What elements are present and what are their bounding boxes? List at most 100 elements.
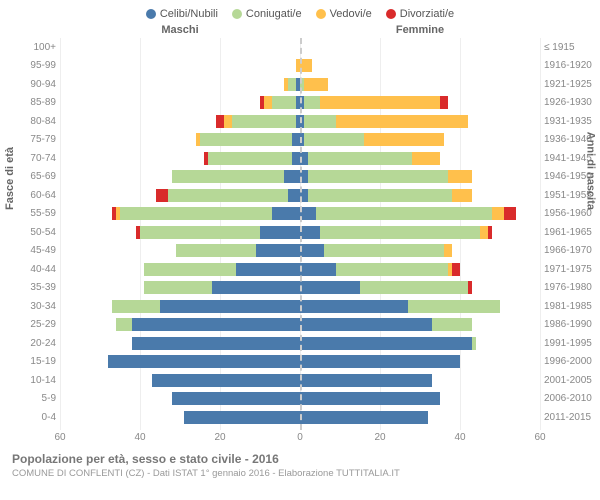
female-bar	[300, 281, 540, 294]
age-label: 95-99	[18, 60, 56, 71]
female-bar	[300, 152, 540, 165]
bar-segment	[200, 133, 292, 146]
age-label: 65-69	[18, 171, 56, 182]
bar-segment	[144, 281, 212, 294]
x-tick-label: 40	[134, 432, 145, 443]
male-bar	[60, 244, 300, 257]
bar-segment	[304, 133, 364, 146]
male-bar	[60, 152, 300, 165]
female-bar	[300, 207, 540, 220]
birth-year-label: 1926-1930	[544, 97, 596, 108]
male-bar	[60, 115, 300, 128]
female-bar	[300, 133, 540, 146]
male-bar	[60, 170, 300, 183]
bar-segment	[320, 226, 480, 239]
bar-segment	[452, 263, 460, 276]
birth-year-label: 2001-2005	[544, 375, 596, 386]
bar-segment	[288, 78, 296, 91]
age-label: 70-74	[18, 153, 56, 164]
birth-year-label: 1931-1935	[544, 116, 596, 127]
bar-segment	[336, 115, 468, 128]
female-bar	[300, 244, 540, 257]
bar-segment	[140, 226, 260, 239]
bar-segment	[120, 207, 272, 220]
chart-area: Fasce di età Anni di nascita 100+≤ 19159…	[60, 38, 540, 430]
female-bar	[300, 355, 540, 368]
x-tick-label: 60	[54, 432, 65, 443]
legend-dot	[232, 9, 242, 19]
bar-segment	[408, 300, 500, 313]
bar-segment	[264, 96, 272, 109]
legend-label: Coniugati/e	[246, 8, 302, 20]
bar-segment	[300, 392, 440, 405]
age-label: 100+	[18, 42, 56, 53]
bar-segment	[212, 281, 300, 294]
birth-year-label: 1956-1960	[544, 208, 596, 219]
bar-segment	[444, 244, 452, 257]
female-bar	[300, 263, 540, 276]
bar-segment	[492, 207, 504, 220]
bar-segment	[300, 318, 432, 331]
bar-segment	[300, 374, 432, 387]
bar-segment	[304, 96, 320, 109]
bar-segment	[504, 207, 516, 220]
female-bar	[300, 318, 540, 331]
male-bar	[60, 355, 300, 368]
birth-year-label: 1916-1920	[544, 60, 596, 71]
bar-segment	[472, 337, 476, 350]
birth-year-label: 2011-2015	[544, 412, 596, 423]
bar-segment	[156, 189, 168, 202]
female-bar	[300, 115, 540, 128]
bar-segment	[300, 337, 472, 350]
x-tick-label: 40	[454, 432, 465, 443]
legend-item: Celibi/Nubili	[146, 8, 218, 20]
bar-segment	[468, 281, 472, 294]
male-bar	[60, 392, 300, 405]
bar-segment	[112, 300, 160, 313]
bar-segment	[132, 318, 300, 331]
bar-segment	[172, 392, 300, 405]
bar-segment	[488, 226, 492, 239]
male-bar	[60, 374, 300, 387]
legend: Celibi/NubiliConiugati/eVedovi/eDivorzia…	[0, 0, 600, 24]
birth-year-label: 1991-1995	[544, 338, 596, 349]
bar-segment	[300, 226, 320, 239]
male-bar	[60, 59, 300, 72]
bar-segment	[452, 189, 472, 202]
age-label: 40-44	[18, 264, 56, 275]
bar-segment	[324, 244, 444, 257]
birth-year-label: 1996-2000	[544, 356, 596, 367]
age-label: 45-49	[18, 245, 56, 256]
bar-segment	[364, 133, 444, 146]
birth-year-label: 1941-1945	[544, 153, 596, 164]
birth-year-label: 1921-1925	[544, 79, 596, 90]
bar-segment	[132, 337, 300, 350]
male-bar	[60, 263, 300, 276]
x-tick-label: 20	[374, 432, 385, 443]
female-bar	[300, 41, 540, 54]
male-bar	[60, 133, 300, 146]
bar-segment	[184, 411, 300, 424]
bar-segment	[116, 318, 132, 331]
birth-year-label: 1976-1980	[544, 282, 596, 293]
bar-segment	[284, 170, 300, 183]
male-bar	[60, 337, 300, 350]
grid-line	[540, 38, 541, 430]
bar-segment	[316, 207, 492, 220]
bar-segment	[176, 244, 256, 257]
birth-year-label: ≤ 1915	[544, 42, 596, 53]
chart-subtitle: COMUNE DI CONFLENTI (CZ) - Dati ISTAT 1°…	[12, 468, 588, 479]
age-label: 75-79	[18, 134, 56, 145]
legend-label: Vedovi/e	[330, 8, 372, 20]
birth-year-label: 2006-2010	[544, 393, 596, 404]
bar-segment	[300, 411, 428, 424]
legend-dot	[316, 9, 326, 19]
bar-segment	[260, 226, 300, 239]
age-label: 15-19	[18, 356, 56, 367]
age-label: 80-84	[18, 116, 56, 127]
bar-segment	[108, 355, 300, 368]
x-tick-label: 60	[534, 432, 545, 443]
birth-year-label: 1961-1965	[544, 227, 596, 238]
bar-segment	[272, 207, 300, 220]
x-axis: 6040200204060	[60, 432, 540, 446]
